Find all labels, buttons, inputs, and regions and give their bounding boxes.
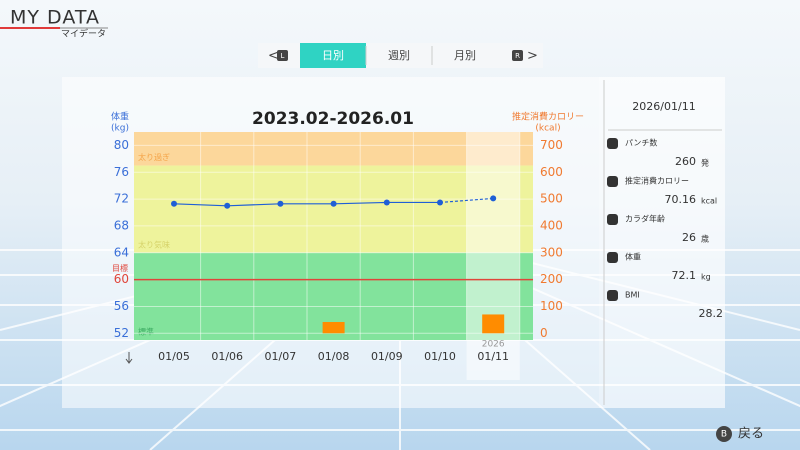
arrow-left: <	[268, 49, 279, 64]
scroll-arrow	[125, 352, 133, 364]
y-tick-label: 76	[114, 165, 129, 179]
y-axis-unit: (kg)	[111, 124, 129, 134]
stat-value: 260	[675, 155, 696, 168]
point	[490, 195, 497, 202]
point	[383, 199, 390, 206]
back-button-key[interactable]: B	[721, 430, 727, 440]
stat-label: カラダ年齢	[625, 214, 665, 224]
stat-unit: 発	[701, 159, 709, 168]
right-button[interactable]: R	[515, 52, 520, 60]
left-button[interactable]: L	[281, 52, 285, 60]
line	[173, 201, 440, 207]
header-subtitle: マイデータ	[61, 28, 106, 40]
side-panel	[599, 77, 725, 408]
y2-tick-label: 700	[540, 138, 563, 152]
stat-unit: kcal	[701, 197, 717, 206]
point	[224, 202, 231, 209]
zone-label: 太り気味	[138, 239, 170, 249]
y-tick-label: 56	[114, 299, 129, 313]
x-tick-label: 01/09	[371, 350, 403, 363]
stat-label: パンチ数	[625, 138, 657, 148]
y2-axis-unit: (kcal)	[535, 124, 560, 134]
y2-tick-label: 0	[540, 326, 548, 340]
stat-label: 推定消費カロリー	[625, 176, 689, 186]
tab-active[interactable]	[300, 43, 366, 68]
b-button-icon	[716, 426, 732, 442]
stat-icon	[607, 252, 618, 263]
chart-title: 2023.02-2026.01	[252, 109, 414, 129]
highlight-column	[466, 132, 520, 380]
zone-label: 標準	[138, 327, 154, 337]
tab-label[interactable]: 日別	[322, 49, 344, 62]
tab-bar: < L R > 日別 週別 月別	[258, 43, 543, 68]
stat-icon	[607, 176, 618, 187]
y-axis-label: 体重	[111, 111, 129, 123]
annotation: 2026	[482, 340, 505, 350]
tab-label[interactable]: 月別	[454, 49, 476, 62]
x-tick-label: 01/07	[265, 350, 297, 363]
button-icon	[277, 50, 288, 61]
stat-value: 28.2	[699, 307, 724, 320]
stat-icon	[607, 138, 618, 149]
x-tick-label: 01/11	[477, 350, 509, 363]
bar	[322, 322, 345, 334]
target-label: 目標	[112, 263, 128, 273]
stat-label: 体重	[625, 252, 641, 262]
stat-unit: kg	[701, 273, 711, 282]
y-tick-label: 52	[114, 326, 129, 340]
y2-tick-label: 200	[540, 272, 563, 286]
chart: 2023.02-2026.01 体重 (kg) 推定消費カロリー (kcal) …	[111, 109, 584, 380]
point	[277, 200, 284, 207]
stat-icon	[607, 214, 618, 225]
point	[330, 200, 337, 207]
point	[437, 199, 443, 206]
back-button-label[interactable]: 戻る	[738, 427, 764, 442]
y-tick-label: 68	[114, 218, 129, 232]
stat-unit: 歳	[701, 234, 709, 244]
y-tick-label: 64	[114, 245, 129, 259]
side-date: 2026/01/11	[632, 100, 695, 113]
stat-value: 70.16	[665, 193, 697, 206]
y2-tick-label: 100	[540, 299, 563, 313]
zone-label: 太り過ぎ	[138, 152, 170, 162]
y-tick-label: 80	[114, 138, 129, 152]
y2-tick-label: 300	[540, 245, 563, 259]
stat-icon	[607, 290, 618, 301]
line-dashed	[439, 197, 494, 204]
arrow-right: >	[527, 49, 538, 64]
x-tick-label: 01/08	[318, 350, 350, 363]
y-tick-label: 60	[114, 272, 129, 286]
x-tick-label: 01/10	[424, 350, 456, 363]
stat-value: 72.1	[672, 269, 697, 282]
y-tick-label: 72	[114, 192, 129, 206]
y2-tick-label: 600	[540, 165, 563, 179]
button-icon	[512, 50, 523, 61]
bar	[482, 314, 505, 334]
stat-label: BMI	[625, 291, 640, 300]
stat-value: 26	[682, 231, 696, 244]
point	[171, 200, 177, 207]
y2-axis-label: 推定消費カロリー	[512, 111, 584, 123]
x-tick-label: 01/05	[158, 350, 190, 363]
tab-label[interactable]: 週別	[388, 49, 410, 62]
y2-tick-label: 500	[540, 192, 563, 206]
y2-tick-label: 400	[540, 218, 563, 232]
x-tick-label: 01/06	[211, 350, 243, 363]
header-title: MY DATA	[10, 7, 100, 29]
